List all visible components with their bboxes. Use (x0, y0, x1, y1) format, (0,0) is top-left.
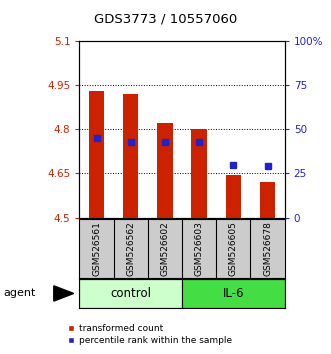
Text: GDS3773 / 10557060: GDS3773 / 10557060 (94, 12, 237, 25)
Text: GSM526562: GSM526562 (126, 221, 135, 276)
Text: GSM526561: GSM526561 (92, 221, 101, 276)
Bar (191, 129, 207, 218)
Text: IL-6: IL-6 (223, 287, 244, 300)
Bar (260, 182, 275, 218)
Bar (79, 279, 182, 308)
Polygon shape (54, 286, 73, 301)
Text: GSM526602: GSM526602 (161, 221, 169, 276)
Legend: transformed count, percentile rank within the sample: transformed count, percentile rank withi… (64, 321, 235, 349)
Text: control: control (110, 287, 151, 300)
Bar (182, 279, 285, 308)
Bar (89, 91, 104, 218)
Bar (123, 94, 138, 218)
Text: GSM526603: GSM526603 (195, 221, 204, 276)
Bar (157, 123, 173, 218)
Text: GSM526678: GSM526678 (263, 221, 272, 276)
Text: GSM526605: GSM526605 (229, 221, 238, 276)
Text: agent: agent (3, 289, 36, 298)
Bar (226, 175, 241, 218)
